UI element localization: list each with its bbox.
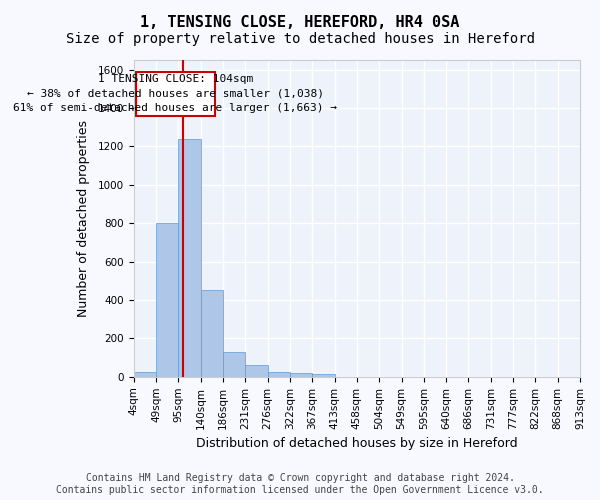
Text: Size of property relative to detached houses in Hereford: Size of property relative to detached ho… [65,32,535,46]
Bar [134,372,156,377]
Text: 1 TENSING CLOSE: 104sqm
← 38% of detached houses are smaller (1,038)
61% of semi: 1 TENSING CLOSE: 104sqm ← 38% of detache… [13,74,337,114]
Text: Contains HM Land Registry data © Crown copyright and database right 2024.
Contai: Contains HM Land Registry data © Crown c… [56,474,544,495]
Bar [223,352,245,377]
Bar [290,374,313,377]
Bar [268,372,290,377]
Bar [245,365,268,377]
Bar [156,223,178,377]
Bar [201,290,223,377]
Bar [313,374,335,377]
X-axis label: Distribution of detached houses by size in Hereford: Distribution of detached houses by size … [196,437,518,450]
FancyBboxPatch shape [136,72,215,116]
Bar [178,139,201,377]
Text: 1, TENSING CLOSE, HEREFORD, HR4 0SA: 1, TENSING CLOSE, HEREFORD, HR4 0SA [140,15,460,30]
Y-axis label: Number of detached properties: Number of detached properties [77,120,89,317]
